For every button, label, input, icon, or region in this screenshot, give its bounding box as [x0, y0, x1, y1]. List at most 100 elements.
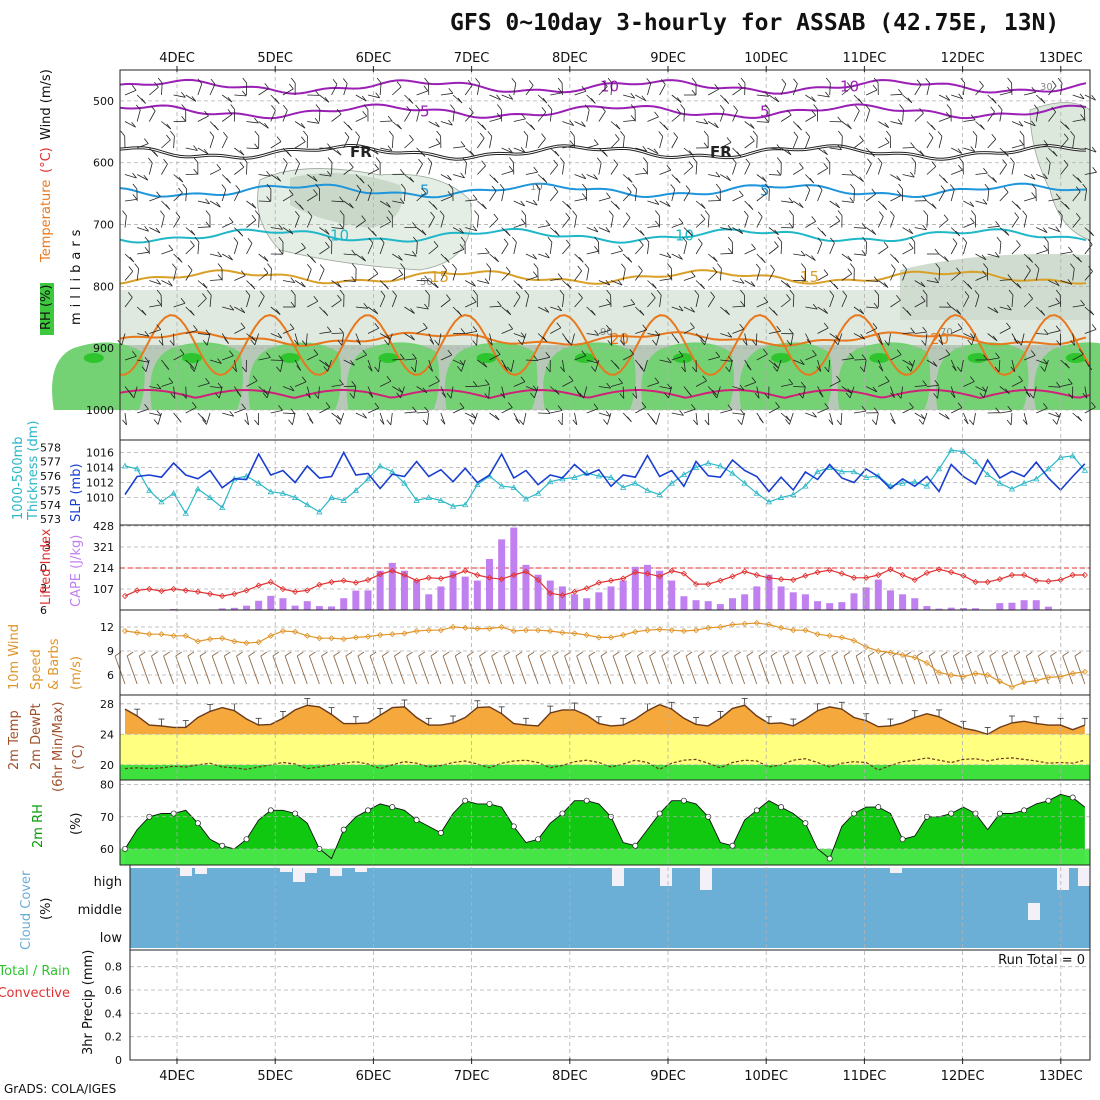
- wind-barb-flag: [972, 130, 978, 137]
- wind-barb: [452, 359, 465, 366]
- wind-barb-flag: [773, 310, 778, 316]
- wind-barb: [562, 121, 574, 126]
- wind-barb: [655, 412, 660, 425]
- wind-barb-flag: [995, 352, 1000, 359]
- wind-barb: [367, 273, 379, 281]
- wind-barb: [562, 359, 565, 372]
- wind-barb-flag: [497, 300, 502, 307]
- temp-axis-label: (6hr Min/Max): [51, 702, 66, 792]
- wind-barb-flag: [241, 90, 247, 97]
- surface-wind-barb-flag: [576, 651, 583, 657]
- wind-barb: [586, 268, 590, 281]
- wind-barb-flag: [969, 376, 975, 382]
- cloud-high-gap: [293, 868, 305, 882]
- lifted-index-point: [547, 590, 554, 597]
- wind-barb: [802, 386, 806, 399]
- lifted-index-point: [778, 576, 785, 583]
- wind-barb: [428, 280, 439, 289]
- wind-barb-flag: [896, 190, 902, 196]
- wind-barb-flag: [120, 130, 126, 137]
- wind-barb: [890, 299, 901, 308]
- wind-barb: [781, 383, 793, 387]
- cape-bar: [510, 527, 518, 610]
- wind-barb: [197, 200, 210, 205]
- wind-barb-flag: [460, 141, 466, 147]
- wind-barb-flag: [351, 380, 357, 387]
- wind-barb: [221, 137, 228, 149]
- wind-barb: [489, 190, 497, 202]
- wind-barb: [732, 87, 743, 96]
- lifted-index-point: [498, 576, 505, 583]
- wind-barb: [416, 386, 428, 394]
- wind-barb-flag: [688, 161, 694, 167]
- wind-barb: [161, 249, 173, 255]
- wind-speed-point: [1033, 677, 1040, 684]
- wind-barb-flag: [969, 419, 974, 426]
- wind-barb: [1072, 268, 1075, 281]
- rh-point: [413, 817, 420, 823]
- wind-barb-flag: [859, 366, 865, 373]
- wind-barb-flag: [363, 104, 369, 110]
- wind-barb: [1048, 198, 1061, 202]
- wind-barb: [452, 174, 465, 179]
- wind-barb: [331, 113, 342, 122]
- wind-barb-flag: [828, 419, 834, 425]
- wind-barb-flag: [752, 340, 757, 346]
- wind-barb: [983, 386, 989, 399]
- wind-barb: [149, 227, 161, 234]
- precip-convective-label: Convective: [0, 986, 70, 1001]
- cape-tick: 428: [93, 520, 114, 533]
- wind-barb: [683, 109, 685, 122]
- wind-barb-flag: [855, 105, 860, 112]
- date-label-top: 10DEC: [744, 51, 788, 66]
- lifted-index-point: [1045, 578, 1052, 585]
- wind-barb-flag: [327, 157, 333, 163]
- wind-barb-flag: [849, 197, 855, 203]
- wind-barb: [890, 195, 902, 202]
- wind-barb-flag: [1022, 419, 1028, 425]
- wind-barb: [683, 166, 694, 175]
- wind-barb-flag: [361, 95, 367, 102]
- wind-barb: [768, 147, 781, 150]
- wind-barb-flag: [493, 177, 499, 184]
- date-label-bottom: 9DEC: [650, 1069, 686, 1084]
- temp-tick: 20: [100, 759, 114, 772]
- wind-barb: [501, 94, 513, 100]
- wind-barb: [452, 109, 455, 122]
- cloud-high-gap: [890, 868, 902, 873]
- wind-barb-flag: [278, 248, 284, 255]
- surface-wind-barb: [770, 655, 782, 685]
- thickness-point: [911, 478, 918, 485]
- wind-barb-flag: [922, 326, 928, 333]
- wind-barb: [233, 242, 239, 255]
- wind-barb: [914, 412, 926, 420]
- wind-barb: [367, 147, 379, 155]
- wind-barb: [744, 381, 756, 387]
- wind-barb: [975, 85, 984, 96]
- wind-barb: [294, 280, 306, 288]
- wind-barb-flag: [294, 211, 300, 217]
- wind-barb: [768, 174, 781, 176]
- wind-barb: [1023, 298, 1033, 308]
- wind-barb: [866, 306, 879, 309]
- surface-wind-barb-flag: [989, 651, 997, 657]
- wind-barb-flag: [131, 85, 137, 91]
- wind-barb: [963, 381, 975, 387]
- wind-barb: [720, 252, 733, 255]
- wind-barb: [671, 306, 684, 312]
- wind-barb-flag: [967, 283, 973, 290]
- wind-barb: [805, 136, 811, 149]
- thickness-point: [923, 482, 931, 489]
- rh-point: [243, 836, 250, 843]
- wind-barb-flag: [494, 414, 500, 421]
- rh-tick: 60: [100, 843, 114, 856]
- isotherm-label: 5: [420, 182, 430, 200]
- thickness-point: [255, 479, 262, 486]
- wind-barb-flag: [1080, 104, 1085, 110]
- wind-barb-flag: [618, 245, 623, 252]
- wind-barb-flag: [714, 84, 720, 90]
- rh-point: [340, 826, 347, 833]
- wind-barb: [562, 162, 565, 175]
